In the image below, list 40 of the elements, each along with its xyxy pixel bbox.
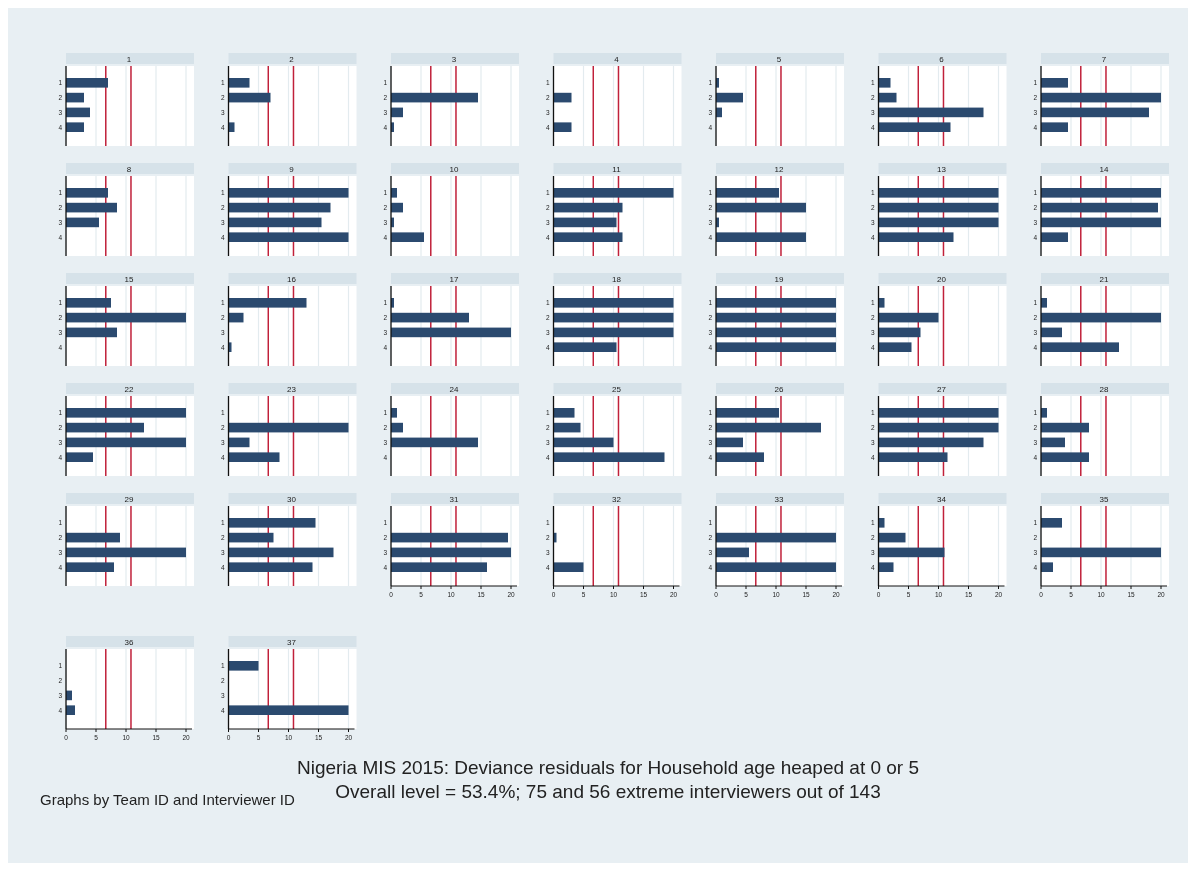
chart-title: 37 [287,637,297,647]
chart-title: 13 [937,164,947,174]
chart-title: 30 [287,494,297,504]
chart-title: 23 [287,384,297,394]
chart-title: 8 [126,164,132,174]
chart-title: 4 [614,54,620,64]
chart-title: 12 [774,164,784,174]
chart-title: 22 [124,384,134,394]
chart-title: 32 [612,494,622,504]
chart-title: 19 [774,274,784,284]
chart-title: 36 [124,637,134,647]
chart-title: 11 [612,164,622,174]
chart-title: 16 [287,274,297,284]
chart-title: 35 [1099,494,1109,504]
chart-title: 3 [451,54,457,64]
chart-title: 17 [449,274,459,284]
chart-title: 5 [776,54,782,64]
text: Overall level = 53.4%; 75 and 56 extreme interviewers out of 143 [335,781,881,802]
chart-title: 24 [449,384,459,394]
text: Graphs by Team ID and Interviewer ID [40,791,295,808]
chart-title: 31 [449,494,459,504]
chart-title: 14 [1099,164,1109,174]
chart-title: 20 [937,274,947,284]
text: Nigeria MIS 2015: Deviance residuals for Household age heaped at 0 or 5 [296,757,920,778]
chart-title: 9 [289,164,295,174]
chart-title: 1 [126,54,132,64]
chart-title: 2 [289,54,295,64]
chart-title: 25 [612,384,622,394]
chart-title: 18 [612,274,622,284]
chart-title: 29 [124,494,134,504]
chart-title: 27 [937,384,947,394]
chart-title: 26 [774,384,784,394]
chart-title: 21 [1099,274,1109,284]
chart-title: 34 [937,494,947,504]
chart-title: 15 [124,274,134,284]
chart-title: 7 [1101,54,1107,64]
chart-title: 28 [1099,384,1109,394]
chart-title: 6 [939,54,945,64]
chart-title: 33 [774,494,784,504]
chart-title: 10 [449,164,459,174]
